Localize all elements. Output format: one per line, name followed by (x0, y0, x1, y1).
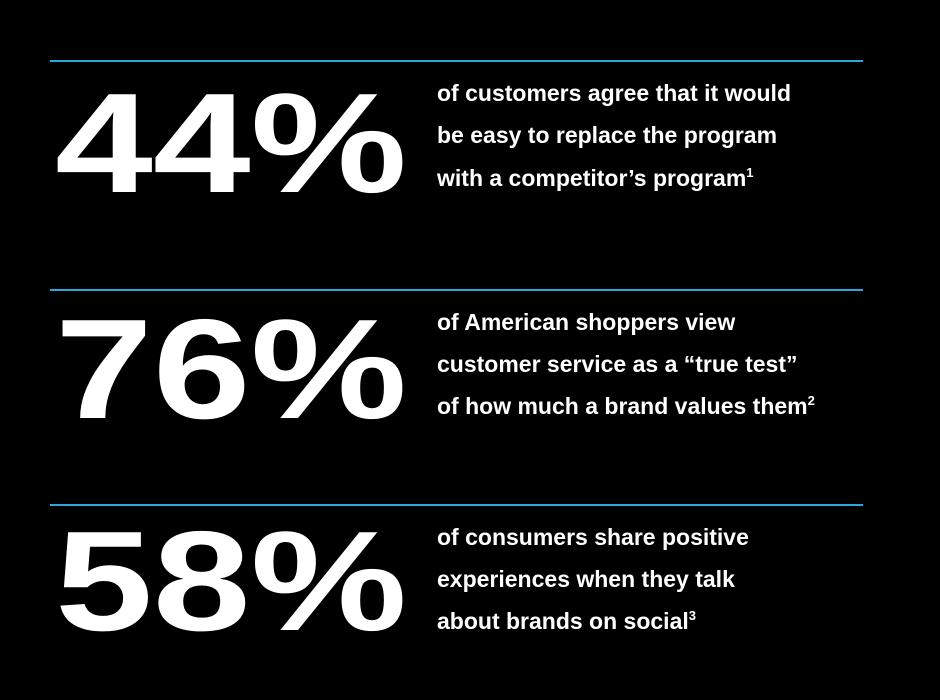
stat-value: 76% (55, 290, 407, 449)
description-line: about brands on social (437, 608, 689, 634)
stat-description: of consumers share positive (437, 524, 749, 550)
description-line: with a competitor’s program (436, 165, 746, 191)
stat-description: of customers agree that it would (437, 80, 791, 106)
description-line: be easy to replace the program (437, 122, 777, 148)
description-line: of consumers share positive (437, 524, 749, 550)
description-line: experiences when they talk (437, 566, 735, 592)
footnote-mark: 2 (808, 393, 815, 408)
description-line: of how much a brand values them (437, 393, 808, 419)
stat-value: 58% (55, 502, 407, 661)
stat-description: experiences when they talk (437, 566, 735, 592)
stat-description: be easy to replace the program (437, 122, 777, 148)
description-line: of American shoppers view (437, 309, 735, 335)
description-line: of customers agree that it would (437, 80, 791, 106)
stat-description: of American shoppers view (437, 309, 735, 335)
description-line: customer service as a “true test” (437, 351, 798, 377)
stat-description: customer service as a “true test” (437, 351, 798, 377)
stat-description: about brands on social3 (437, 608, 696, 634)
footnote-mark: 3 (689, 608, 696, 623)
stat-description: with a competitor’s program1 (436, 165, 754, 191)
stat-description: of how much a brand values them2 (437, 393, 815, 419)
footnote-mark: 1 (746, 165, 753, 180)
stat-value: 44% (55, 64, 407, 223)
